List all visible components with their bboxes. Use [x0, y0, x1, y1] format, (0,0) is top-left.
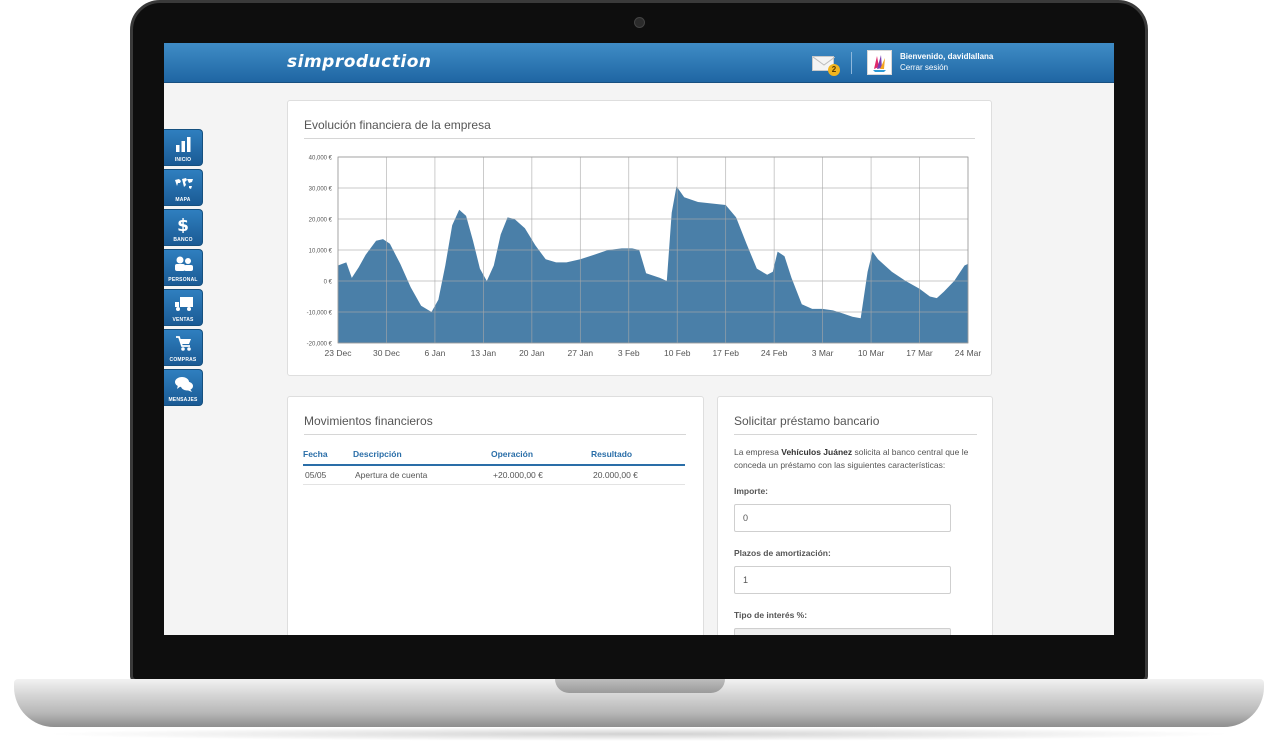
chart-panel: Evolución financiera de la empresa -20,0…	[287, 100, 992, 376]
avatar[interactable]	[867, 50, 892, 75]
topbar-divider	[851, 52, 852, 74]
nav-label: VENTAS	[172, 317, 194, 323]
x-tick-label: 13 Jan	[471, 348, 497, 358]
x-tick-label: 10 Feb	[664, 348, 691, 358]
welcome-text: Bienvenido, davidlallana	[900, 52, 994, 61]
cell-fecha: 05/05	[305, 470, 327, 480]
svg-text:$: $	[177, 216, 189, 233]
loan-desc-pre: La empresa	[734, 447, 782, 457]
nav-item-personal[interactable]: PERSONAL	[164, 249, 203, 286]
nav-item-ventas[interactable]: VENTAS	[164, 289, 203, 326]
chart-title-rule	[304, 138, 975, 139]
nav-item-mapa[interactable]: MAPA	[164, 169, 203, 206]
webcam	[634, 17, 645, 28]
mail-count-badge: 2	[828, 64, 840, 76]
x-tick-label: 24 Feb	[761, 348, 788, 358]
movements-title: Movimientos financieros	[304, 414, 433, 428]
column-header-fecha[interactable]: Fecha	[303, 449, 328, 459]
interes-label: Tipo de interés %:	[734, 610, 808, 620]
y-tick-label: 20,000 €	[309, 218, 333, 224]
column-header-resultado[interactable]: Resultado	[591, 449, 633, 459]
loan-desc-post: solicita al banco central que le conceda…	[734, 447, 969, 470]
x-tick-label: 6 Jan	[425, 348, 446, 358]
x-tick-label: 30 Dec	[373, 348, 401, 358]
x-tick-label: 24 Mar	[955, 348, 982, 358]
column-header-descripcion[interactable]: Descripción	[353, 449, 402, 459]
chat-bubbles-icon	[175, 377, 193, 392]
truck-icon	[175, 297, 193, 311]
cell-operacion: +20.000,00 €	[493, 470, 543, 480]
nav-label: COMPRAS	[169, 357, 197, 363]
table-header-rule	[303, 464, 685, 466]
app-logo[interactable]: simproduction	[287, 52, 432, 72]
loan-title-rule	[734, 434, 977, 435]
y-tick-label: -10,000 €	[307, 311, 333, 317]
people-icon	[175, 256, 193, 271]
importe-label: Importe:	[734, 486, 768, 496]
loan-description: La empresa Vehículos Juánez solicita al …	[734, 446, 984, 471]
y-tick-label: 10,000 €	[309, 249, 333, 255]
plazos-input[interactable]: 1	[734, 566, 951, 594]
laptop-shadow	[40, 727, 1238, 741]
area-series	[338, 186, 968, 343]
y-tick-label: -20,000 €	[307, 342, 333, 348]
world-map-icon	[175, 178, 193, 189]
y-tick-label: 40,000 €	[309, 156, 333, 162]
plazos-label: Plazos de amortización:	[734, 548, 831, 558]
nav-label: INICIO	[174, 157, 192, 163]
column-header-operacion[interactable]: Operación	[491, 449, 534, 459]
avatar-logo-icon	[873, 55, 886, 72]
company-name: Vehículos Juánez	[781, 447, 853, 457]
nav-item-banco[interactable]: $ BANCO	[164, 209, 203, 246]
interes-input[interactable]	[734, 628, 951, 635]
nav-label: MAPA	[175, 197, 191, 203]
x-tick-label: 20 Jan	[519, 348, 545, 358]
nav-label: MENSAJES	[168, 397, 198, 403]
x-tick-label: 17 Mar	[906, 348, 933, 358]
app-screen: simproduction 2 Bienvenido, davidlallana…	[164, 43, 1114, 635]
chart-panel-title: Evolución financiera de la empresa	[304, 118, 491, 132]
nav-item-compras[interactable]: COMPRAS	[164, 329, 203, 366]
x-tick-label: 3 Mar	[812, 348, 834, 358]
importe-input[interactable]: 0	[734, 504, 951, 532]
logout-link[interactable]: Cerrar sesión	[900, 63, 949, 72]
y-tick-label: 30,000 €	[309, 187, 333, 193]
movements-title-rule	[304, 434, 686, 435]
x-tick-label: 10 Mar	[858, 348, 885, 358]
nav-item-inicio[interactable]: INICIO	[164, 129, 203, 166]
x-tick-label: 17 Feb	[712, 348, 739, 358]
table-row-rule	[303, 484, 685, 485]
plot-border	[337, 156, 969, 344]
top-bar: simproduction 2 Bienvenido, davidlallana…	[164, 43, 1114, 83]
x-tick-label: 27 Jan	[568, 348, 594, 358]
cell-descripcion: Apertura de cuenta	[355, 470, 428, 480]
y-tick-label: 0 €	[324, 280, 333, 286]
nav-item-mensajes[interactable]: MENSAJES	[164, 369, 203, 406]
movements-panel: Movimientos financieros Fecha Descripció…	[287, 396, 704, 635]
x-tick-label: 23 Dec	[325, 348, 353, 358]
cell-resultado: 20.000,00 €	[593, 470, 638, 480]
financial-area-chart: -20,000 € -10,000 € 0 € 10,000 € 20,000 € 30,…	[307, 156, 982, 359]
bar-chart-icon	[176, 137, 191, 152]
x-tick-label: 3 Feb	[618, 348, 640, 358]
laptop-notch	[555, 679, 725, 693]
dollar-icon: $	[177, 216, 189, 233]
nav-label: BANCO	[173, 237, 193, 243]
loan-title: Solicitar préstamo bancario	[734, 414, 880, 428]
cart-icon	[176, 336, 191, 351]
nav-label: PERSONAL	[168, 277, 198, 283]
loan-panel: Solicitar préstamo bancario La empresa V…	[717, 396, 993, 635]
